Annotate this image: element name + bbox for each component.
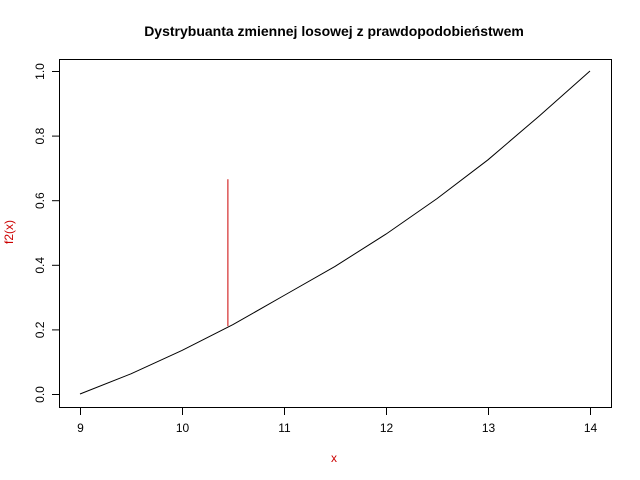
y-axis-label: f2(x) [2,220,16,244]
y-tick-label: 1.0 [33,63,47,80]
y-tick-label: 0.0 [33,386,47,403]
cdf-line [79,70,591,395]
x-tick-label: 10 [176,421,190,435]
x-tick-label: 14 [584,421,598,435]
x-tick-label: 13 [482,421,496,435]
x-axis-label: x [331,451,337,465]
y-tick-label: 0.6 [33,192,47,209]
x-tick-label: 9 [77,421,84,435]
chart-title: Dystrybuanta zmiennej losowej z prawdopo… [144,23,524,39]
y-tick-label: 0.8 [33,127,47,144]
y-tick-label: 0.2 [33,321,47,338]
x-axis: 9 10 11 12 13 14 [77,408,597,435]
y-tick-label: 0.4 [33,257,47,274]
plot-frame [59,59,612,408]
x-tick-label: 12 [380,421,394,435]
y-axis: 0.0 0.2 0.4 0.6 0.8 1.0 [33,63,59,403]
x-tick-label: 11 [278,421,291,435]
